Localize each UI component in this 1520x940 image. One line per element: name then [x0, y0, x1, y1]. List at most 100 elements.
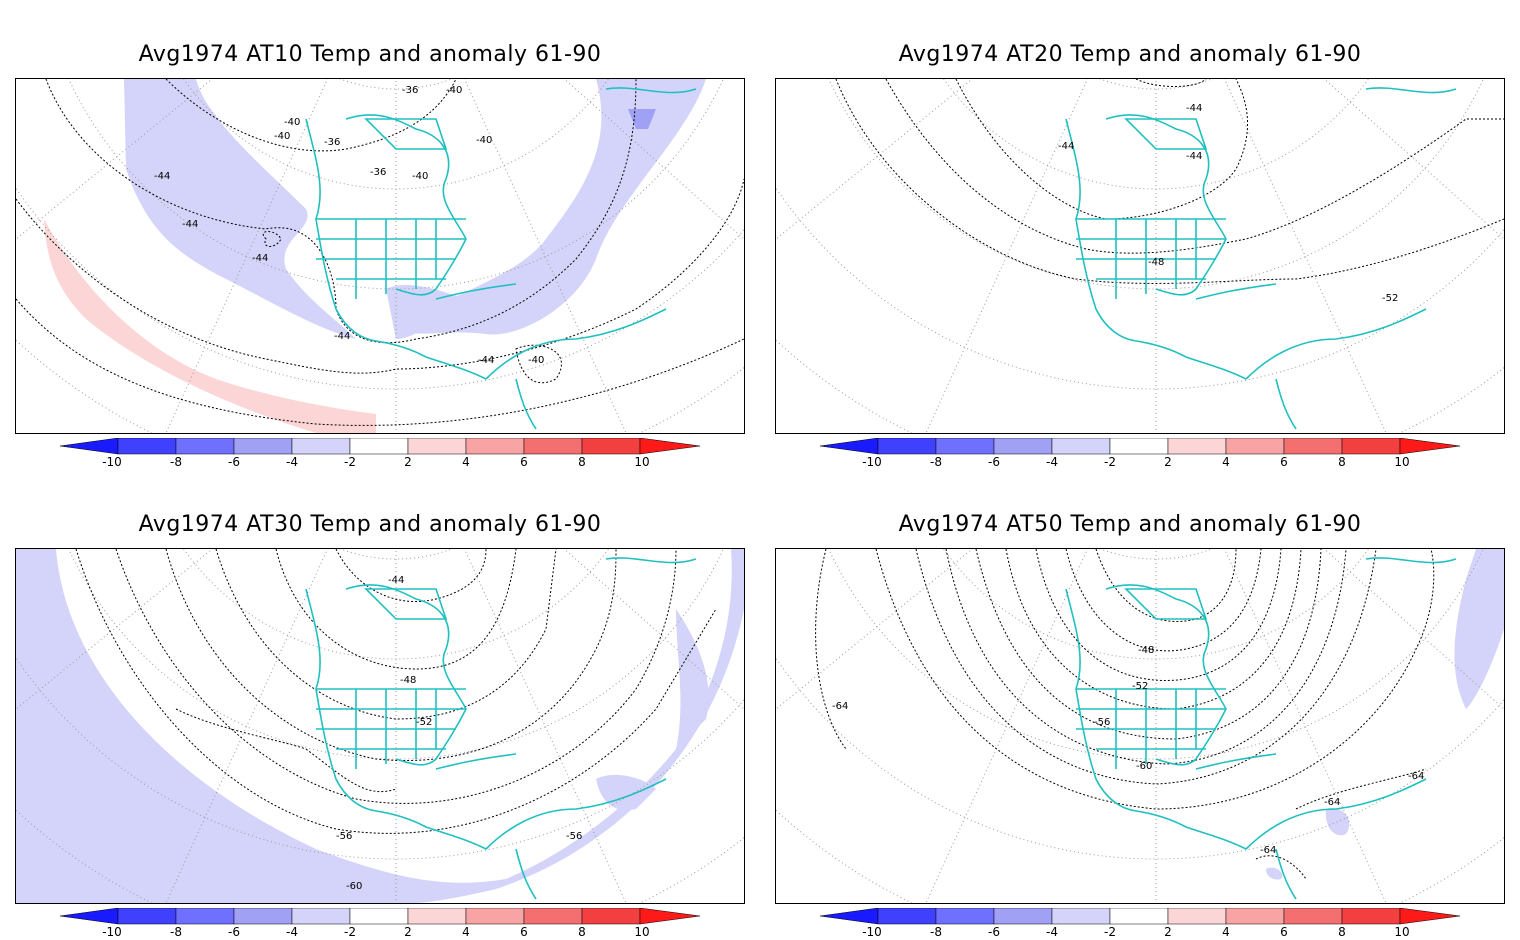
contour-labels: -44 -44 -44 -48 -52 [1058, 103, 1398, 304]
panel-title: Avg1974 AT50 Temp and anomaly 61-90 [898, 512, 1362, 537]
colorbar-tick-label: 2 [1164, 455, 1172, 468]
coastline [305, 557, 697, 900]
colorbar-tick-label: 6 [520, 925, 528, 938]
colorbar-tick-label: 8 [578, 455, 586, 468]
colorbar-tick-label: -2 [344, 455, 356, 468]
colorbar-swatch [877, 438, 937, 455]
contour-label: -40 [284, 117, 300, 128]
colorbar-tick-label: -6 [228, 455, 240, 468]
colorbar-swatch [523, 908, 583, 925]
contour-label: -44 [252, 253, 268, 264]
contour-label: -56 [566, 831, 582, 842]
contour-label: -64 [1408, 771, 1424, 782]
colorbar-tick-label: -2 [1104, 925, 1116, 938]
negative-anomaly-region [16, 549, 744, 903]
colorbar-tick-label: 8 [1338, 925, 1346, 938]
contour-label: -44 [154, 171, 170, 182]
colorbar-swatch [639, 908, 700, 925]
contour-label: -40 [274, 131, 290, 142]
colorbar-tick-label: 4 [462, 455, 470, 468]
colorbar-tick-label: -10 [102, 455, 122, 468]
map-frame: -44 -48 -52 -56 -56 -60 [15, 548, 745, 904]
colorbar-tick-label: 6 [1280, 925, 1288, 938]
colorbar-swatch [291, 438, 351, 455]
contour-labels: -64 -48 -52 -56 -60 -64 -64 -64 [832, 645, 1424, 856]
colorbar-swatch [1109, 908, 1169, 925]
colorbar-swatch [349, 438, 409, 455]
colorbar-tick-label: 8 [578, 925, 586, 938]
contour-label: -40 [412, 171, 428, 182]
colorbar-tick-label: 6 [1280, 455, 1288, 468]
colorbar-swatch [1167, 438, 1227, 455]
panel-title: Avg1974 AT10 Temp and anomaly 61-90 [138, 42, 602, 67]
colorbar: -10 -8 -6 -4 -2 2 4 6 8 10 [60, 438, 700, 468]
contour-label: -44 [478, 355, 494, 366]
contour-label: -44 [1186, 103, 1202, 114]
colorbar: -10 -8 -6 -4 -2 2 4 6 8 10 [60, 908, 700, 938]
contour-label: -52 [1132, 681, 1148, 692]
temperature-map: -36 -40 -40 -40 -36 -36 -40 -40 -44 -44 … [16, 79, 744, 433]
colorbar-swatch [581, 908, 641, 925]
colorbar-swatch [465, 438, 525, 455]
colorbar-swatch [465, 908, 525, 925]
contour-label: -48 [400, 675, 416, 686]
colorbar-swatch [60, 438, 119, 455]
contour-label: -36 [370, 167, 386, 178]
colorbar-swatch [117, 438, 177, 455]
negative-anomaly-region [596, 774, 656, 811]
colorbar-swatch [820, 908, 879, 925]
contour-label: -60 [346, 881, 362, 892]
contour-label: -44 [182, 219, 198, 230]
colorbar-tick-label: 6 [520, 455, 528, 468]
contour-label: -40 [446, 85, 462, 96]
colorbar-swatch [407, 438, 467, 455]
colorbar-tick-label: -4 [1046, 925, 1058, 938]
temperature-map: -44 -48 -52 -56 -56 -60 [16, 549, 744, 903]
colorbar-tick-label: 2 [1164, 925, 1172, 938]
contour-label: -44 [334, 331, 350, 342]
contour-label: -40 [528, 355, 544, 366]
colorbar-swatch [291, 908, 351, 925]
contour-label: -40 [476, 135, 492, 146]
colorbar-swatch [1399, 438, 1460, 455]
contour-label: -52 [1382, 293, 1398, 304]
colorbar-swatch [1051, 908, 1111, 925]
colorbar-swatch [407, 908, 467, 925]
contour-label: -60 [1136, 761, 1152, 772]
negative-anomaly-region [386, 284, 466, 339]
contour-label: -44 [1058, 141, 1074, 152]
contour-label: -64 [832, 701, 848, 712]
panel-title: Avg1974 AT20 Temp and anomaly 61-90 [898, 42, 1362, 67]
map-panel-at30: Avg1974 AT30 Temp and anomaly 61-90 [0, 470, 745, 940]
colorbar-swatch [233, 908, 293, 925]
colorbar-tick-label: -8 [170, 455, 182, 468]
colorbar-swatch [1167, 908, 1227, 925]
map-panel-at10: Avg1974 AT10 Temp and anomaly 61-90 [0, 0, 745, 470]
colorbar-tick-label: -6 [228, 925, 240, 938]
colorbar-swatch [1225, 908, 1285, 925]
colorbar-swatch [1109, 438, 1169, 455]
colorbar-tick-label: -10 [862, 925, 882, 938]
contour-label: -44 [1186, 151, 1202, 162]
map-panel-at20: Avg1974 AT20 Temp and anomaly 61-90 [760, 0, 1505, 470]
contour-label: -64 [1260, 845, 1276, 856]
temperature-contours [835, 79, 1504, 284]
contour-label: -36 [324, 137, 340, 148]
colorbar-swatch [877, 908, 937, 925]
colorbar-tick-label: 2 [404, 455, 412, 468]
colorbar-swatch [1399, 908, 1460, 925]
colorbar-tick-label: -8 [930, 925, 942, 938]
colorbar-tick-label: -4 [286, 455, 298, 468]
coastline [1065, 87, 1457, 430]
colorbar-swatch [1051, 438, 1111, 455]
graticule [16, 79, 744, 433]
temperature-contours [75, 549, 717, 834]
negative-anomaly-region [1266, 867, 1283, 880]
temperature-map: -44 -44 -44 -48 -52 [776, 79, 1504, 433]
colorbar-tick-label: 10 [1394, 925, 1409, 938]
negative-anomaly-region [1325, 808, 1350, 836]
colorbar-tick-label: -10 [862, 455, 882, 468]
colorbar-swatch [935, 438, 995, 455]
colorbar-swatch [1283, 438, 1343, 455]
colorbar-tick-label: 10 [634, 455, 649, 468]
